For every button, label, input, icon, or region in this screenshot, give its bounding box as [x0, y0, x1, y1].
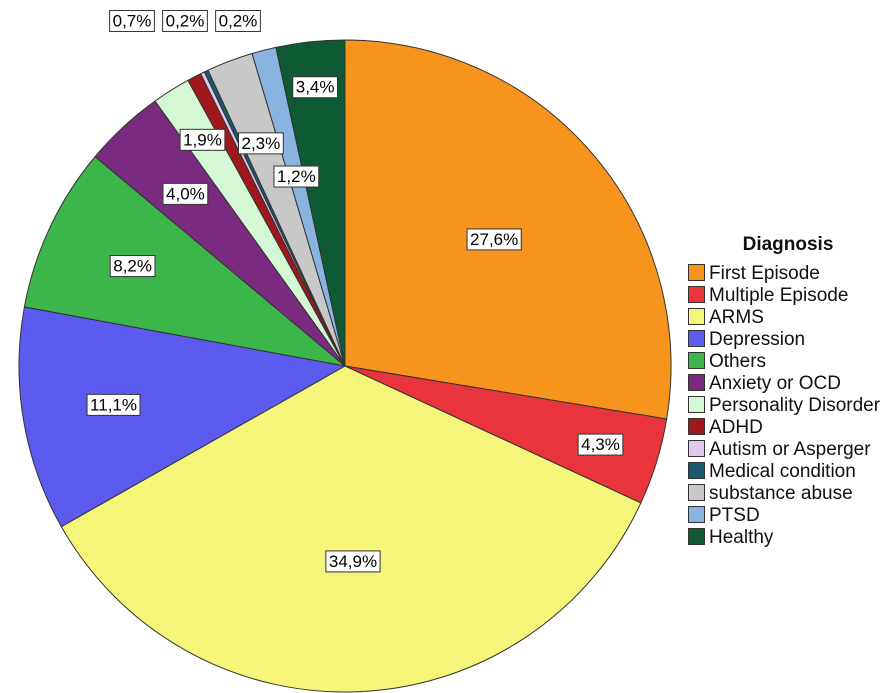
legend-item: Depression [688, 330, 888, 349]
legend: Diagnosis First Episode Multiple Episode A… [688, 234, 888, 550]
label-box [162, 9, 208, 32]
pie-slice [23, 155, 347, 367]
label-box [162, 182, 209, 205]
data-label: 0,7% [109, 9, 155, 32]
label-box [325, 550, 381, 573]
legend-item: ADHD [688, 418, 888, 437]
legend-swatch [688, 352, 705, 369]
label-box [577, 433, 624, 456]
data-label-text: 11,1% [90, 395, 137, 414]
data-label-text: 34,9% [329, 552, 377, 571]
data-label: 0,2% [215, 9, 261, 32]
legend-swatch [688, 286, 705, 303]
legend-item: First Episode [688, 264, 888, 283]
legend-swatch [688, 396, 705, 413]
legend-swatch [688, 484, 705, 501]
legend-swatch [688, 330, 705, 347]
data-label: 0,2% [162, 9, 208, 32]
data-label-text: 3,4% [296, 78, 335, 97]
legend-label: Anxiety or OCD [709, 373, 841, 394]
data-label-text: 8,2% [113, 257, 152, 276]
pie-slice [60, 365, 642, 693]
legend-swatch [688, 506, 705, 523]
legend-label: Multiple Episode [709, 285, 849, 306]
legend-label: Depression [709, 329, 806, 350]
label-box [238, 132, 284, 155]
data-label-text: 2,3% [242, 134, 281, 153]
data-label: 8,2% [109, 255, 156, 278]
data-label-text: 1,9% [183, 130, 222, 149]
data-label-text: 0,2% [166, 11, 205, 30]
legend-label: PTSD [709, 505, 760, 526]
legend-item: substance abuse [688, 484, 888, 503]
legend-label: Others [709, 351, 767, 372]
legend-label: ADHD [709, 417, 763, 438]
legend-item: ARMS [688, 308, 888, 327]
data-label-text: 0,2% [219, 11, 258, 30]
data-label-text: 4,3% [581, 435, 620, 454]
legend-item: Others [688, 352, 888, 371]
legend-swatch [688, 528, 705, 545]
legend-swatch [688, 264, 705, 281]
legend-item: Healthy [688, 528, 888, 547]
pie-slice [275, 39, 346, 367]
data-label: 11,1% [86, 393, 141, 416]
data-label: 1,2% [273, 165, 320, 188]
legend-swatch [688, 418, 705, 435]
legend-swatch [688, 462, 705, 479]
data-label: 4,3% [577, 433, 624, 456]
chart: 27,6% 4,3% 34,9% 11,1% 8,2% 4,0% 1,9% 0,7% 0,2% 0… [18, 9, 672, 693]
legend-label: Personality Disorder [709, 395, 881, 416]
data-label: 1,9% [179, 128, 226, 151]
legend-label: Medical condition [709, 461, 856, 482]
legend-item: Autism or Asperger [688, 440, 888, 459]
label-box [273, 165, 320, 188]
data-label: 27,6% [466, 228, 522, 251]
label-box [109, 9, 155, 32]
data-label-text: 27,6% [470, 230, 518, 249]
legend-swatch [688, 374, 705, 391]
legend-item: Personality Disorder [688, 396, 888, 415]
data-label-text: 0,7% [113, 11, 152, 30]
legend-label: Autism or Asperger [709, 439, 871, 460]
legend-label: ARMS [709, 307, 764, 328]
data-label: 2,3% [238, 132, 284, 155]
data-label-text: 4,0% [166, 184, 205, 203]
label-box [179, 128, 226, 151]
legend-item: Medical condition [688, 462, 888, 481]
label-box [86, 393, 141, 416]
pie-slice [18, 306, 347, 528]
legend-label: substance abuse [709, 483, 853, 504]
data-label-text: 1,2% [277, 167, 316, 186]
data-label: 4,0% [162, 182, 209, 205]
legend-swatch [688, 308, 705, 325]
legend-item: PTSD [688, 506, 888, 525]
legend-label: First Episode [709, 263, 820, 284]
label-box [466, 228, 522, 251]
legend-item: Multiple Episode [688, 286, 888, 305]
legend-swatch [688, 440, 705, 457]
legend-title: Diagnosis [742, 234, 834, 255]
label-box [215, 9, 261, 32]
legend-item: Anxiety or OCD [688, 374, 888, 393]
label-box [109, 255, 156, 278]
data-label: 34,9% [325, 550, 381, 573]
data-label: 3,4% [292, 76, 338, 99]
label-box [292, 76, 338, 99]
legend-label: Healthy [709, 527, 774, 548]
